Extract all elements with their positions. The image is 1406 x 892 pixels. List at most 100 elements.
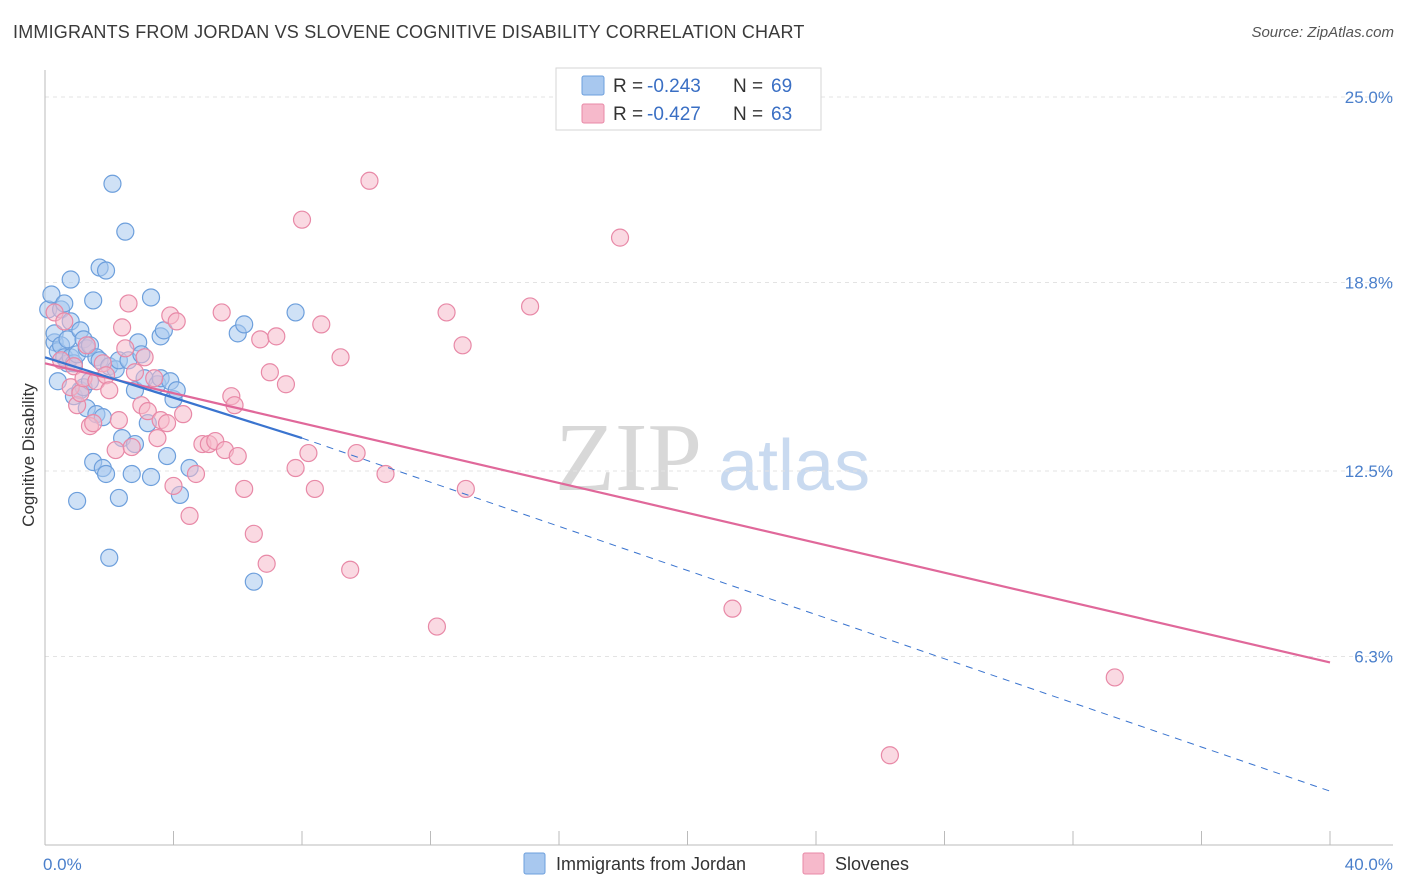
slovene-point-18 [116,339,135,358]
slovene-point-19 [119,294,138,313]
legend-r-label-1: R = [613,76,643,97]
slovene-point-56 [341,560,360,579]
slovene-point-49 [276,375,296,394]
watermark-zip: ZIP [555,404,702,512]
slovene-point-44 [244,524,263,543]
jordan-point-1 [42,285,61,304]
slovene-point-45 [251,330,270,349]
slovene-point-60 [427,617,447,636]
jordan-point-44 [116,222,135,241]
slovene-point-31 [167,312,186,331]
jordan-point-59 [157,446,177,466]
jordan-point-42 [109,488,128,508]
slovene-point-50 [286,458,305,478]
slovene-point-51 [292,210,312,229]
jordan-trend-line [44,356,303,440]
jordan-point-38 [100,548,119,567]
slovene-point-42 [228,446,247,466]
jordan-point-58 [154,321,173,340]
slovene-point-14 [100,381,119,400]
slovene-point-55 [331,348,350,367]
jordan-point-18 [68,491,87,511]
legend-swatch-slovenes [581,103,605,124]
slovene-point-54 [312,315,331,334]
stats-legend: R = -0.243 N = 69 R = -0.427 N = 63 [555,67,822,131]
slovene-point-2 [55,312,74,331]
x-tick-label-0: 0.0% [43,855,82,874]
slovenes-trend-line [44,362,1331,664]
slovene-point-8 [77,336,96,355]
legend-n-value-1: 69 [771,76,792,97]
legend-series-slovenes: Slovenes [835,854,909,874]
slovene-point-10 [84,414,103,433]
axes [44,70,1393,846]
source-label: Source: ZipAtlas.com [1251,24,1394,41]
slovene-point-59 [376,464,395,484]
slovene-point-33 [180,506,199,525]
slovene-point-6 [71,384,90,403]
jordan-point-46 [122,464,141,484]
legend-r-label-2: R = [613,104,643,125]
y-tick-labels: 6.3% 12.5% 18.8% 25.0% [1345,88,1393,667]
slovene-point-20 [122,437,141,457]
legend-swatch-bottom-slovenes [802,852,825,875]
jordan-point-54 [141,467,161,487]
slovene-point-63 [456,479,475,499]
data-points [39,171,1124,765]
x-tick-label-1: 40.0% [1345,855,1393,874]
slovene-point-23 [135,348,154,367]
slovene-point-16 [109,411,128,430]
slovene-point-30 [164,476,183,496]
slovene-point-57 [347,443,366,463]
slovene-point-24 [138,402,157,421]
watermark-atlas: atlas [718,426,870,506]
slovene-point-62 [453,336,472,355]
slovene-point-67 [880,746,899,765]
series-legend: Immigrants from Jordan Slovenes [523,852,909,875]
jordan-point-35 [96,261,116,280]
jordan-point-68 [286,303,305,322]
slovene-point-53 [305,479,324,499]
slovene-point-38 [212,303,231,322]
legend-r-value-1: -0.243 [647,76,701,97]
slovene-point-66 [723,599,742,618]
slovene-point-52 [299,443,318,463]
legend-n-value-2: 63 [771,104,792,125]
watermark: ZIP atlas [555,404,870,512]
legend-series-jordan: Immigrants from Jordan [556,854,746,874]
y-axis-label: Cognitive Disability [19,383,38,527]
slovene-point-43 [235,479,254,499]
grid-lines [45,96,1393,658]
jordan-point-13 [61,270,80,289]
jordan-point-53 [141,288,161,307]
trend-lines [44,356,1331,792]
legend-n-label-2: N = [733,104,763,125]
slovene-point-28 [157,414,177,433]
legend-n-label-1: N = [733,76,763,97]
jordan-point-36 [96,464,116,484]
slovene-point-15 [106,440,125,460]
slovene-point-25 [145,369,164,388]
y-tick-label-3: 25.0% [1345,88,1393,107]
slovene-point-21 [125,363,145,382]
legend-swatch-bottom-jordan [523,852,546,875]
y-tick-label-2: 18.8% [1345,274,1393,293]
chart-title: IMMIGRANTS FROM JORDAN VS SLOVENE COGNIT… [13,22,805,42]
slovene-point-48 [267,327,286,346]
slovene-point-65 [610,228,630,247]
slovene-point-26 [148,428,167,448]
legend-swatch-jordan [581,75,605,96]
slovene-point-46 [257,554,276,573]
jordan-point-27 [84,291,103,310]
jordan-point-66 [235,315,254,334]
slovene-point-34 [186,464,206,484]
x-tick-labels: 0.0% 40.0% [43,855,1393,874]
jordan-point-67 [244,572,263,591]
jordan-point-39 [103,174,122,193]
legend-r-value-2: -0.427 [647,104,701,125]
y-tick-label-0: 6.3% [1354,648,1393,667]
slovene-point-32 [174,405,193,424]
slovene-point-47 [260,363,279,382]
slovene-point-68 [1105,668,1124,687]
